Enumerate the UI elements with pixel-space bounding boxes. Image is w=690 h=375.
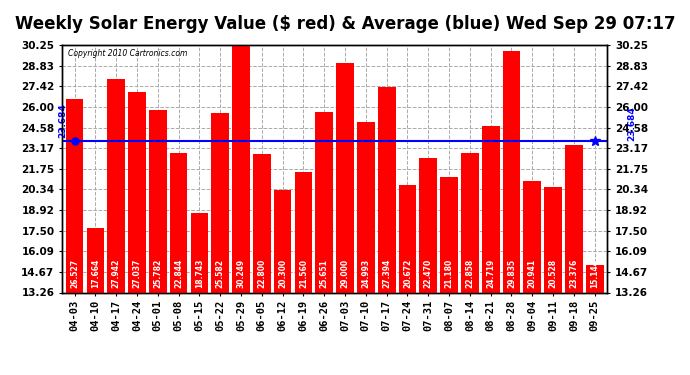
Bar — [232, 45, 250, 292]
Text: 21.180: 21.180 — [444, 259, 453, 288]
Bar — [524, 181, 541, 292]
Text: 21.560: 21.560 — [299, 259, 308, 288]
Bar — [378, 87, 395, 292]
Text: 18.743: 18.743 — [195, 259, 204, 288]
Text: 20.528: 20.528 — [549, 259, 558, 288]
Bar — [315, 112, 333, 292]
Bar — [461, 153, 479, 292]
Bar — [502, 51, 520, 292]
Text: 22.858: 22.858 — [465, 259, 475, 288]
Bar — [565, 145, 583, 292]
Bar — [544, 187, 562, 292]
Bar — [86, 228, 104, 292]
Bar — [586, 265, 604, 292]
Text: 22.844: 22.844 — [174, 259, 183, 288]
Text: 25.582: 25.582 — [216, 259, 225, 288]
Bar — [295, 172, 313, 292]
Text: 23.684: 23.684 — [59, 104, 68, 138]
Bar — [128, 92, 146, 292]
Text: 29.000: 29.000 — [341, 259, 350, 288]
Bar — [170, 153, 188, 292]
Text: 20.672: 20.672 — [403, 259, 412, 288]
Text: 20.300: 20.300 — [278, 259, 287, 288]
Bar — [253, 153, 270, 292]
Text: 22.470: 22.470 — [424, 259, 433, 288]
Text: 23.684: 23.684 — [628, 106, 637, 141]
Text: 22.800: 22.800 — [257, 259, 266, 288]
Text: 15.144: 15.144 — [590, 259, 599, 288]
Bar — [211, 113, 229, 292]
Text: 20.941: 20.941 — [528, 259, 537, 288]
Bar — [420, 158, 437, 292]
Text: 23.376: 23.376 — [569, 259, 578, 288]
Text: Weekly Solar Energy Value ($ red) & Average (blue) Wed Sep 29 07:17: Weekly Solar Energy Value ($ red) & Aver… — [14, 15, 676, 33]
Bar — [274, 190, 291, 292]
Bar — [149, 110, 167, 292]
Bar — [190, 213, 208, 292]
Text: 25.651: 25.651 — [319, 259, 328, 288]
Bar — [399, 184, 416, 292]
Text: Copyright 2010 Cartronics.com: Copyright 2010 Cartronics.com — [68, 49, 187, 58]
Bar — [482, 126, 500, 292]
Bar — [108, 79, 125, 292]
Bar — [357, 122, 375, 292]
Text: 24.993: 24.993 — [362, 259, 371, 288]
Text: 30.249: 30.249 — [237, 259, 246, 288]
Text: 27.942: 27.942 — [112, 259, 121, 288]
Text: 29.835: 29.835 — [507, 259, 516, 288]
Text: 27.394: 27.394 — [382, 259, 391, 288]
Text: 27.037: 27.037 — [132, 259, 141, 288]
Bar — [440, 177, 458, 292]
Bar — [66, 99, 83, 292]
Text: 26.527: 26.527 — [70, 259, 79, 288]
Text: 24.719: 24.719 — [486, 259, 495, 288]
Text: 17.664: 17.664 — [91, 259, 100, 288]
Bar — [336, 63, 354, 292]
Text: 25.782: 25.782 — [153, 259, 162, 288]
